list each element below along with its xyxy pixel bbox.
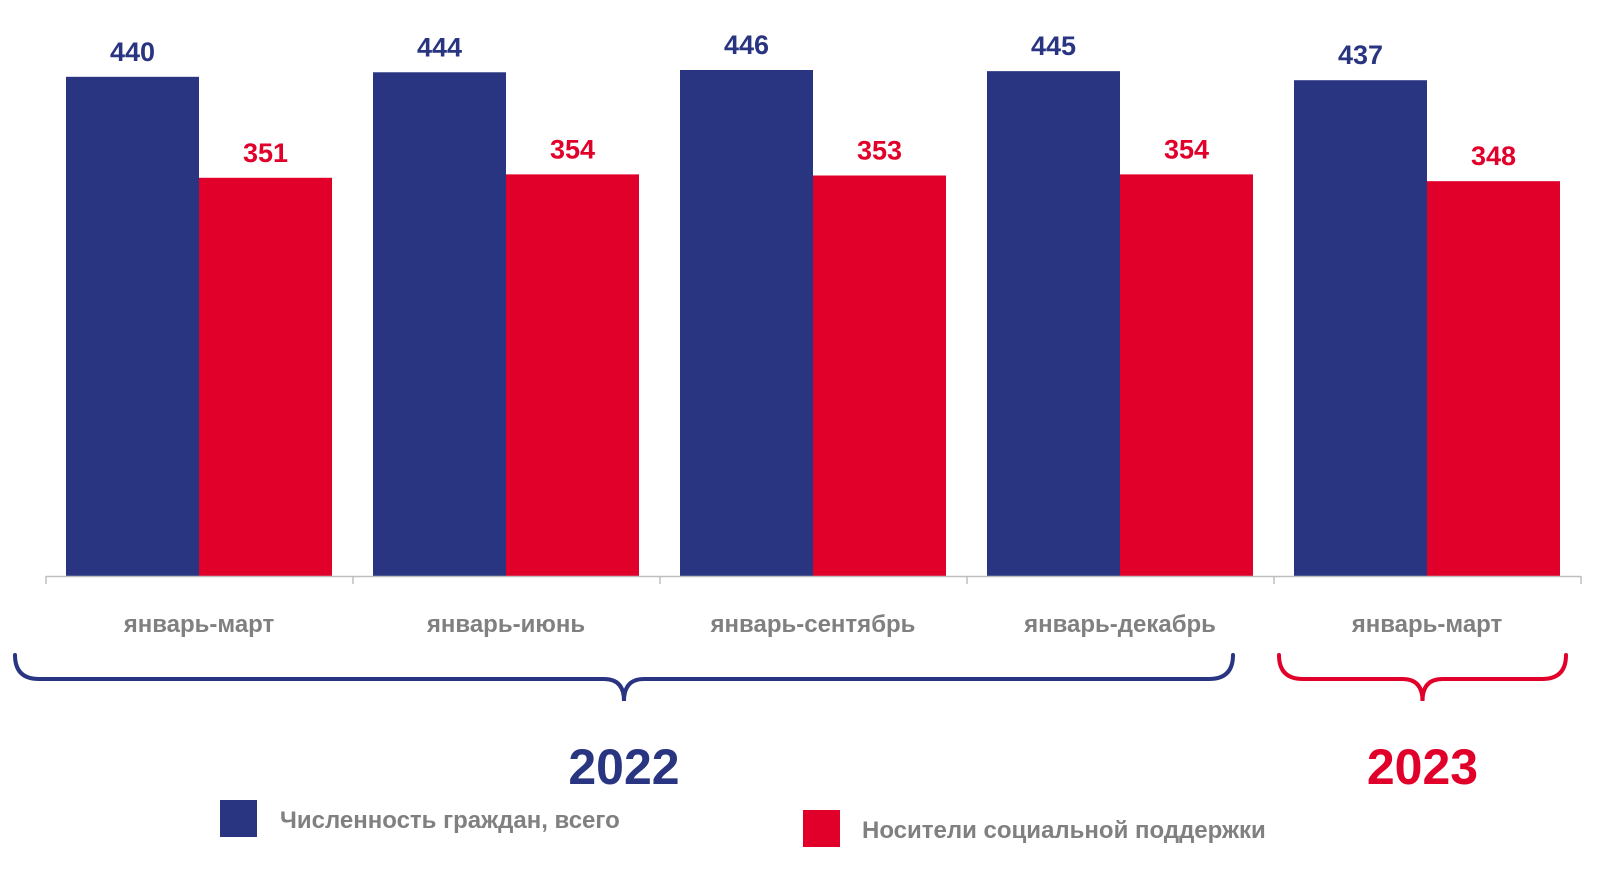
year-brace [1277, 653, 1568, 702]
labels-layer: 440 351 444 354 446 353 445 354 437 348 январь-мар… [110, 30, 1516, 638]
x-tick-label: январь-сентябрь [710, 611, 916, 638]
data-label: 446 [724, 30, 769, 60]
data-label: 353 [857, 136, 902, 166]
bar-support-3 [1120, 174, 1253, 576]
data-label: 354 [550, 134, 595, 164]
legend-label: Численность граждан, всего [280, 807, 620, 834]
bars-layer [66, 70, 1560, 577]
bar-support-0 [199, 177, 332, 576]
year-brace [13, 653, 1235, 702]
data-label: 348 [1471, 141, 1516, 171]
x-tick-label: январь-июнь [426, 611, 585, 638]
bar-total-4 [1294, 80, 1427, 577]
data-label: 354 [1164, 134, 1209, 164]
bar-support-2 [813, 175, 946, 576]
bar-total-3 [987, 71, 1120, 577]
bar-support-4 [1427, 181, 1560, 577]
year-label: 2022 [568, 739, 679, 795]
data-label: 445 [1031, 31, 1076, 61]
x-tick-label: январь-декабрь [1023, 611, 1216, 638]
bar-total-1 [373, 72, 506, 577]
bar-support-1 [506, 174, 639, 576]
bar-total-2 [680, 70, 813, 576]
bar-total-0 [66, 76, 199, 576]
data-label: 444 [417, 32, 462, 62]
data-label: 440 [110, 37, 155, 67]
x-axis [45, 575, 1582, 584]
x-tick-label: январь-март [123, 611, 275, 638]
legend-swatch [220, 800, 257, 837]
year-groups: 2022 2023 [13, 653, 1568, 795]
data-label: 351 [243, 138, 288, 168]
legend-label: Носители социальной поддержки [862, 817, 1266, 844]
year-label: 2023 [1367, 739, 1478, 795]
legend-swatch [803, 810, 840, 847]
legend: Численность граждан, всего Носители социа… [220, 800, 1266, 847]
x-tick-label: январь-март [1351, 611, 1503, 638]
data-label: 437 [1338, 40, 1383, 70]
